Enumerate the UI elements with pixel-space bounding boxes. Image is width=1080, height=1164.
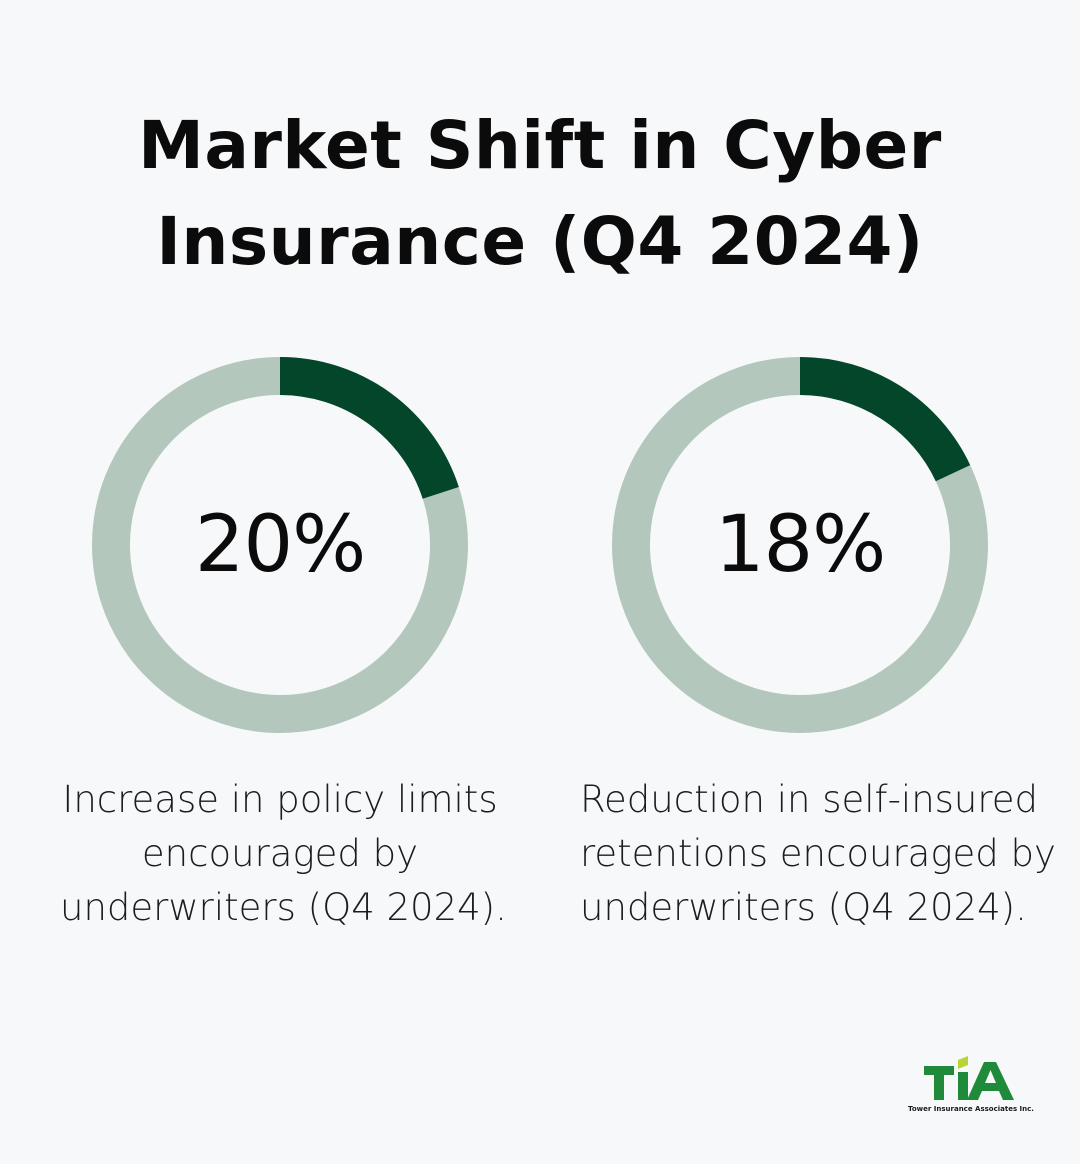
tia-logo-mark <box>924 1056 1014 1100</box>
donut-svg <box>612 357 988 733</box>
donut-chart-retentions: 18% <box>610 355 990 735</box>
logo-caption: Tower Insurance Associates Inc. <box>908 1105 1034 1113</box>
description-line: underwriters (Q4 2024). <box>60 886 507 929</box>
logo-accent <box>958 1056 968 1069</box>
page-title: Market Shift in Cyber Insurance (Q4 2024… <box>0 98 1080 290</box>
logo-letter-t <box>924 1066 954 1100</box>
stat-policy-limits: 20% Increase in policy limits encouraged… <box>60 355 507 935</box>
description-line: Reduction in self-insured <box>580 778 1039 821</box>
donut-svg <box>92 357 468 733</box>
company-logo: Tower Insurance Associates Inc. <box>906 1056 1036 1120</box>
title-line-1: Market Shift in Cyber <box>138 107 942 184</box>
donut-arc <box>612 357 988 733</box>
description-line: underwriters (Q4 2024). <box>580 886 1027 929</box>
stat-description: Increase in policy limits encouraged by … <box>60 773 507 935</box>
donut-chart-policy-limits: 20% <box>90 355 470 735</box>
stat-description: Reduction in self-insured retentions enc… <box>580 773 1056 935</box>
stat-self-insured-retentions: 18% Reduction in self-insured retentions… <box>580 355 1056 935</box>
donut-arc <box>92 357 468 733</box>
logo-letter-i <box>958 1072 968 1100</box>
description-line: Increase in policy limits <box>62 778 498 821</box>
description-line: retentions encouraged by <box>580 832 1056 875</box>
donut-value-label: 20% <box>194 500 366 590</box>
description-line: encouraged by <box>141 832 419 875</box>
donut-value-label: 18% <box>714 500 886 590</box>
logo-letter-a <box>967 1062 1014 1100</box>
title-line-2: Insurance (Q4 2024) <box>156 203 924 280</box>
